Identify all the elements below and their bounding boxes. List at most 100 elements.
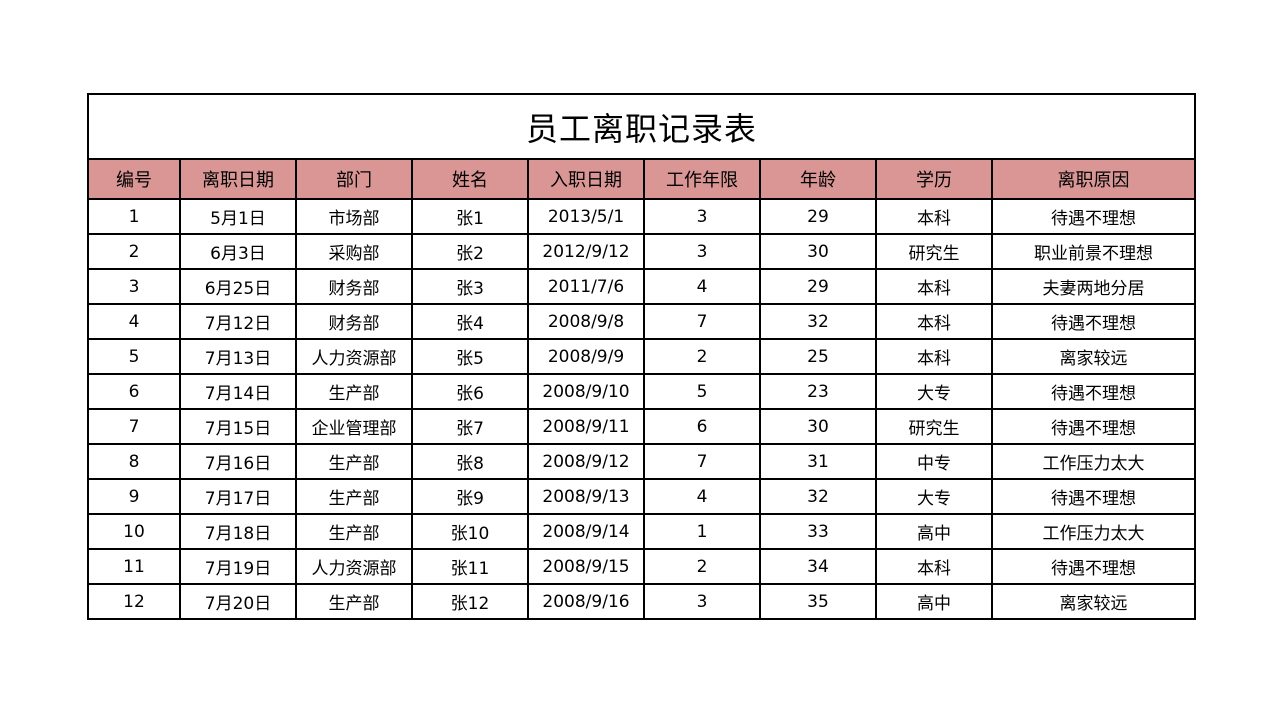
cell-id: 5 <box>87 338 181 375</box>
cell-department: 人力资源部 <box>295 338 413 375</box>
cell-department: 财务部 <box>295 303 413 340</box>
cell-id: 9 <box>87 478 181 515</box>
cell-years: 2 <box>643 548 761 585</box>
table-row: 6 7月14日 生产部 张6 2008/9/10 5 23 大专 待遇不理想 <box>87 373 1196 410</box>
cell-reason: 待遇不理想 <box>991 408 1196 445</box>
column-header-department: 部门 <box>295 158 413 200</box>
cell-join-date: 2008/9/10 <box>527 373 645 410</box>
cell-education: 本科 <box>875 198 993 235</box>
cell-reason: 待遇不理想 <box>991 303 1196 340</box>
cell-age: 25 <box>759 338 877 375</box>
cell-age: 29 <box>759 268 877 305</box>
table-title: 员工离职记录表 <box>87 93 1196 160</box>
column-header-age: 年龄 <box>759 158 877 200</box>
cell-leave-date: 7月14日 <box>179 373 297 410</box>
title-row: 员工离职记录表 <box>87 93 1196 160</box>
cell-leave-date: 7月17日 <box>179 478 297 515</box>
cell-join-date: 2008/9/11 <box>527 408 645 445</box>
cell-name: 张9 <box>411 478 529 515</box>
cell-age: 35 <box>759 583 877 620</box>
cell-reason: 待遇不理想 <box>991 478 1196 515</box>
cell-reason: 待遇不理想 <box>991 198 1196 235</box>
cell-education: 高中 <box>875 513 993 550</box>
column-header-row: 编号 离职日期 部门 姓名 入职日期 工作年限 年龄 学历 离职原因 <box>87 158 1196 200</box>
cell-name: 张2 <box>411 233 529 270</box>
cell-age: 32 <box>759 303 877 340</box>
table-row: 12 7月20日 生产部 张12 2008/9/16 3 35 高中 离家较远 <box>87 583 1196 620</box>
cell-education: 大专 <box>875 478 993 515</box>
table-row: 11 7月19日 人力资源部 张11 2008/9/15 2 34 本科 待遇不理想 <box>87 548 1196 585</box>
cell-name: 张5 <box>411 338 529 375</box>
table-row: 7 7月15日 企业管理部 张7 2008/9/11 6 30 研究生 待遇不理想 <box>87 408 1196 445</box>
cell-id: 12 <box>87 583 181 620</box>
cell-department: 生产部 <box>295 373 413 410</box>
cell-join-date: 2008/9/16 <box>527 583 645 620</box>
cell-years: 4 <box>643 478 761 515</box>
cell-id: 6 <box>87 373 181 410</box>
cell-department: 生产部 <box>295 478 413 515</box>
cell-years: 3 <box>643 198 761 235</box>
column-header-reason: 离职原因 <box>991 158 1196 200</box>
column-header-name: 姓名 <box>411 158 529 200</box>
cell-id: 4 <box>87 303 181 340</box>
cell-department: 采购部 <box>295 233 413 270</box>
cell-education: 中专 <box>875 443 993 480</box>
cell-age: 31 <box>759 443 877 480</box>
cell-department: 人力资源部 <box>295 548 413 585</box>
cell-name: 张11 <box>411 548 529 585</box>
cell-name: 张7 <box>411 408 529 445</box>
cell-department: 生产部 <box>295 443 413 480</box>
table-row: 8 7月16日 生产部 张8 2008/9/12 7 31 中专 工作压力太大 <box>87 443 1196 480</box>
table-row: 5 7月13日 人力资源部 张5 2008/9/9 2 25 本科 离家较远 <box>87 338 1196 375</box>
cell-name: 张6 <box>411 373 529 410</box>
column-header-join-date: 入职日期 <box>527 158 645 200</box>
cell-education: 本科 <box>875 268 993 305</box>
cell-reason: 待遇不理想 <box>991 373 1196 410</box>
cell-education: 研究生 <box>875 408 993 445</box>
cell-years: 2 <box>643 338 761 375</box>
cell-years: 7 <box>643 443 761 480</box>
cell-department: 财务部 <box>295 268 413 305</box>
cell-join-date: 2008/9/14 <box>527 513 645 550</box>
cell-education: 高中 <box>875 583 993 620</box>
cell-leave-date: 7月15日 <box>179 408 297 445</box>
cell-reason: 离家较远 <box>991 583 1196 620</box>
cell-join-date: 2008/9/12 <box>527 443 645 480</box>
cell-age: 29 <box>759 198 877 235</box>
cell-id: 11 <box>87 548 181 585</box>
cell-name: 张4 <box>411 303 529 340</box>
column-header-leave-date: 离职日期 <box>179 158 297 200</box>
cell-reason: 待遇不理想 <box>991 548 1196 585</box>
cell-reason: 离家较远 <box>991 338 1196 375</box>
table-row: 1 5月1日 市场部 张1 2013/5/1 3 29 本科 待遇不理想 <box>87 198 1196 235</box>
cell-years: 4 <box>643 268 761 305</box>
cell-age: 23 <box>759 373 877 410</box>
cell-reason: 职业前景不理想 <box>991 233 1196 270</box>
cell-age: 33 <box>759 513 877 550</box>
cell-education: 本科 <box>875 548 993 585</box>
cell-leave-date: 7月19日 <box>179 548 297 585</box>
cell-years: 3 <box>643 583 761 620</box>
cell-education: 本科 <box>875 303 993 340</box>
column-header-education: 学历 <box>875 158 993 200</box>
table-row: 10 7月18日 生产部 张10 2008/9/14 1 33 高中 工作压力太大 <box>87 513 1196 550</box>
cell-id: 3 <box>87 268 181 305</box>
cell-id: 7 <box>87 408 181 445</box>
cell-years: 3 <box>643 233 761 270</box>
cell-education: 研究生 <box>875 233 993 270</box>
cell-age: 30 <box>759 233 877 270</box>
cell-name: 张10 <box>411 513 529 550</box>
table-body: 1 5月1日 市场部 张1 2013/5/1 3 29 本科 待遇不理想 2 6月3日 采购部 张2 20… <box>87 198 1196 620</box>
cell-leave-date: 7月18日 <box>179 513 297 550</box>
cell-leave-date: 7月13日 <box>179 338 297 375</box>
cell-age: 30 <box>759 408 877 445</box>
cell-department: 企业管理部 <box>295 408 413 445</box>
cell-leave-date: 7月20日 <box>179 583 297 620</box>
cell-name: 张12 <box>411 583 529 620</box>
cell-years: 6 <box>643 408 761 445</box>
cell-join-date: 2011/7/6 <box>527 268 645 305</box>
resignation-record-table: 员工离职记录表 编号 离职日期 部门 姓名 入职日期 工作年限 年龄 学历 离职原因 1 5月1日… <box>87 93 1196 620</box>
table-row: 2 6月3日 采购部 张2 2012/9/12 3 30 研究生 职业前景不理想 <box>87 233 1196 270</box>
cell-reason: 工作压力太大 <box>991 513 1196 550</box>
cell-id: 10 <box>87 513 181 550</box>
